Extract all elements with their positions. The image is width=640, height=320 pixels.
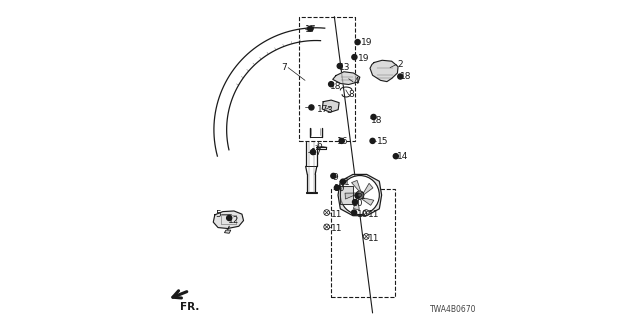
Circle shape	[370, 138, 375, 143]
Text: 19: 19	[362, 38, 373, 47]
Text: 11: 11	[331, 210, 342, 219]
Circle shape	[340, 176, 380, 214]
Text: 7: 7	[281, 63, 287, 72]
Text: TWA4B0670: TWA4B0670	[429, 305, 476, 314]
Text: 5: 5	[216, 210, 221, 219]
Text: 10: 10	[334, 184, 346, 193]
Text: 11: 11	[368, 234, 380, 243]
Polygon shape	[363, 183, 373, 195]
Text: 17: 17	[311, 148, 323, 156]
Circle shape	[324, 210, 330, 215]
Text: 1: 1	[360, 192, 365, 201]
Text: 1: 1	[344, 178, 349, 187]
Text: 9: 9	[333, 173, 339, 182]
Circle shape	[340, 179, 346, 184]
Circle shape	[352, 54, 357, 60]
Text: 11: 11	[368, 210, 380, 219]
Circle shape	[355, 40, 360, 45]
Bar	[300, 17, 355, 141]
Polygon shape	[322, 100, 339, 112]
Text: 12: 12	[228, 216, 239, 225]
Polygon shape	[345, 193, 357, 199]
Polygon shape	[353, 197, 359, 210]
Circle shape	[339, 138, 344, 143]
Text: 8: 8	[349, 90, 355, 99]
Text: 17: 17	[305, 25, 316, 34]
Text: 6: 6	[317, 141, 323, 150]
Text: 18: 18	[399, 72, 411, 81]
Circle shape	[355, 193, 360, 198]
Circle shape	[310, 149, 316, 155]
Text: 16: 16	[337, 137, 348, 146]
Circle shape	[334, 185, 339, 190]
Circle shape	[227, 215, 232, 220]
Text: 13: 13	[339, 63, 351, 72]
Circle shape	[308, 26, 313, 31]
Polygon shape	[351, 180, 361, 192]
Polygon shape	[340, 186, 353, 204]
Circle shape	[324, 224, 330, 230]
Circle shape	[331, 173, 336, 179]
Circle shape	[364, 234, 369, 239]
Polygon shape	[361, 198, 374, 205]
Text: 14: 14	[396, 152, 408, 161]
Text: 2: 2	[397, 60, 403, 69]
Text: 3: 3	[326, 106, 332, 115]
Circle shape	[371, 115, 376, 120]
Bar	[331, 189, 395, 297]
Circle shape	[353, 199, 358, 204]
Text: FR.: FR.	[180, 302, 199, 312]
Text: 18: 18	[330, 82, 341, 91]
Circle shape	[394, 154, 398, 159]
Circle shape	[397, 74, 403, 79]
Text: 17: 17	[317, 105, 328, 114]
Polygon shape	[370, 60, 398, 82]
Text: 11: 11	[331, 224, 342, 233]
Text: 4: 4	[353, 77, 359, 86]
Polygon shape	[213, 211, 244, 228]
Text: 15: 15	[377, 137, 388, 146]
Circle shape	[351, 210, 356, 215]
Circle shape	[337, 63, 342, 68]
Circle shape	[328, 82, 333, 87]
Polygon shape	[333, 72, 360, 84]
Text: 19: 19	[358, 53, 370, 62]
Polygon shape	[225, 230, 231, 233]
Circle shape	[309, 105, 314, 110]
Circle shape	[358, 193, 362, 197]
Circle shape	[356, 191, 364, 199]
Text: 18: 18	[371, 116, 383, 125]
Circle shape	[364, 210, 369, 215]
Text: 10: 10	[356, 210, 368, 219]
Polygon shape	[338, 174, 381, 216]
Text: 10: 10	[352, 198, 364, 207]
